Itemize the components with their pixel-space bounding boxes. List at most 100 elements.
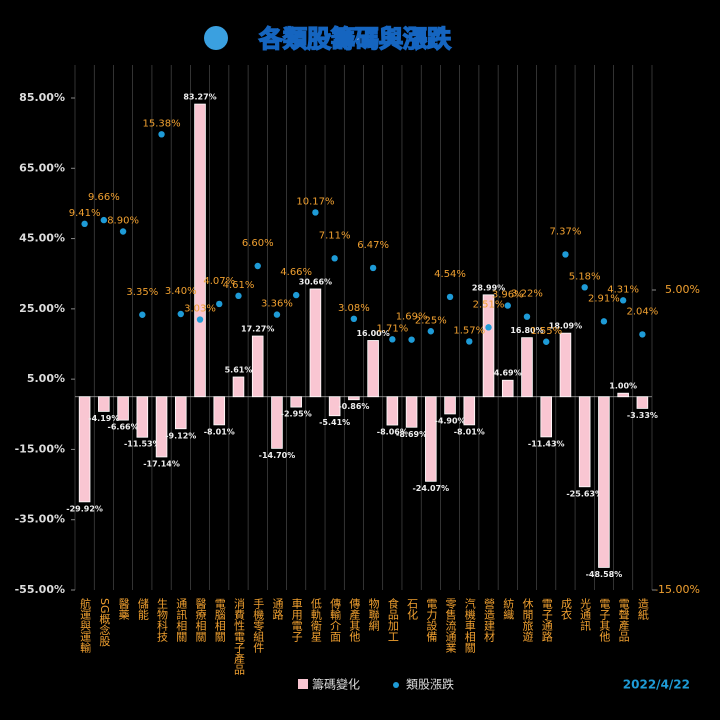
point-label: 3.03%: [184, 304, 216, 315]
point: [312, 209, 319, 216]
point-label: 1.71%: [376, 323, 408, 334]
bar: [444, 396, 456, 415]
bar-label: 16.80%: [510, 326, 543, 335]
point: [273, 311, 281, 318]
bar-label: -14.70%: [259, 451, 296, 460]
point-label: 3.40%: [165, 286, 197, 297]
y-tick-label: 85.00%: [19, 91, 65, 104]
x-tick-label: 石化: [406, 598, 419, 621]
bar-label: -9.12%: [165, 431, 196, 440]
bar-label: -4.90%: [435, 416, 466, 425]
x-tick-label: 電聲產品: [617, 598, 630, 642]
bar: [482, 294, 495, 398]
y-tick-label: -55.00%: [15, 583, 65, 596]
point-label: 3.08%: [338, 303, 370, 314]
x-tick-label: 車用電子: [290, 597, 303, 642]
bar-label: 5.61%: [225, 365, 253, 374]
legend-swatch: [298, 679, 308, 689]
y2-tick-label: -15.00%: [654, 583, 700, 596]
x-tick-label: 消費性電子產品: [232, 597, 245, 675]
point: [485, 324, 492, 331]
point-label: 4.66%: [280, 267, 312, 278]
point-label: 3.36%: [261, 299, 293, 310]
bar: [521, 337, 533, 398]
point: [254, 262, 261, 270]
bar-label: -11.43%: [528, 439, 565, 448]
point-label: 1.69%: [396, 312, 428, 323]
point: [581, 284, 588, 291]
bar-label: 28.99%: [472, 283, 505, 292]
bar-label: 16.00%: [356, 329, 389, 338]
point: [158, 131, 165, 138]
point-label: 2.91%: [588, 293, 620, 304]
point-label: 15.38%: [142, 118, 180, 129]
bar: [598, 396, 610, 568]
point: [292, 291, 300, 299]
point-label: 8.90%: [107, 216, 139, 227]
x-tick-label: 食品加工: [386, 597, 399, 642]
bar-label: -8.01%: [204, 427, 235, 436]
point: [619, 297, 627, 304]
x-tick-label: 低軌衛星: [309, 598, 322, 642]
x-tick-label: 航運與運輸: [79, 597, 92, 654]
x-tick-label: 醫藥: [117, 598, 130, 620]
point-label: 2.04%: [626, 306, 658, 317]
bar: [559, 332, 572, 398]
bar: [348, 396, 360, 401]
x-tick-label: 醫療相關: [194, 598, 207, 643]
bar: [290, 396, 302, 408]
point-label: 6.47%: [357, 240, 389, 251]
x-tick-label: 電力設備: [425, 598, 438, 643]
point-label: 10.17%: [296, 196, 334, 207]
y-tick-label: 25.00%: [19, 302, 65, 315]
bar-label: -3.33%: [627, 411, 658, 420]
point: [235, 292, 242, 300]
point-label: 1.57%: [453, 325, 485, 336]
bar: [328, 396, 341, 417]
x-tick-label: 紡織: [502, 597, 515, 621]
bar: [98, 396, 110, 412]
x-tick-label: 零售流通業: [444, 598, 457, 653]
x-tick-label: 傳產其他: [348, 598, 361, 642]
x-tick-label: 電子通路: [540, 598, 553, 643]
bar-label: -8.01%: [454, 427, 485, 436]
point-label: 3.96%: [492, 290, 524, 301]
x-tick-label: 休閒旅遊: [521, 598, 534, 642]
bar-label: 83.27%: [183, 93, 216, 102]
x-tick-label: 通路: [271, 598, 284, 621]
bar-label: -8.06%: [377, 428, 408, 437]
y-tick-label: 5.00%: [27, 372, 65, 385]
y-tick-label: -15.00%: [15, 442, 65, 455]
point-label: 3.35%: [126, 287, 158, 298]
x-tick-label: 儲能: [136, 598, 149, 621]
x-tick-label: 成衣: [559, 598, 572, 620]
point: [100, 216, 108, 224]
x-tick-label: 汽機車相關: [463, 597, 476, 654]
bar: [136, 396, 149, 438]
point-label: 7.11%: [319, 230, 351, 241]
bar-label: -6.66%: [108, 423, 139, 432]
y-tick-label: 65.00%: [19, 161, 65, 174]
point: [389, 336, 396, 343]
point: [81, 220, 88, 228]
point: [466, 338, 473, 345]
bar-label: -29.92%: [66, 504, 103, 513]
bar: [232, 376, 245, 398]
point: [350, 315, 358, 322]
bar: [117, 396, 129, 421]
bar: [636, 396, 649, 409]
bar: [578, 396, 591, 488]
point: [504, 302, 511, 309]
bar-label: -48.58%: [586, 570, 623, 579]
point-label: 4.07%: [203, 276, 235, 287]
point: [369, 264, 377, 272]
bar: [463, 396, 476, 426]
bar-label: -17.14%: [143, 459, 180, 468]
x-tick-label: 電子其他: [598, 598, 611, 642]
bar: [501, 379, 514, 398]
bar: [367, 340, 379, 398]
point-label: 4.54%: [434, 269, 466, 280]
bar: [386, 396, 399, 426]
bar: [78, 396, 91, 503]
